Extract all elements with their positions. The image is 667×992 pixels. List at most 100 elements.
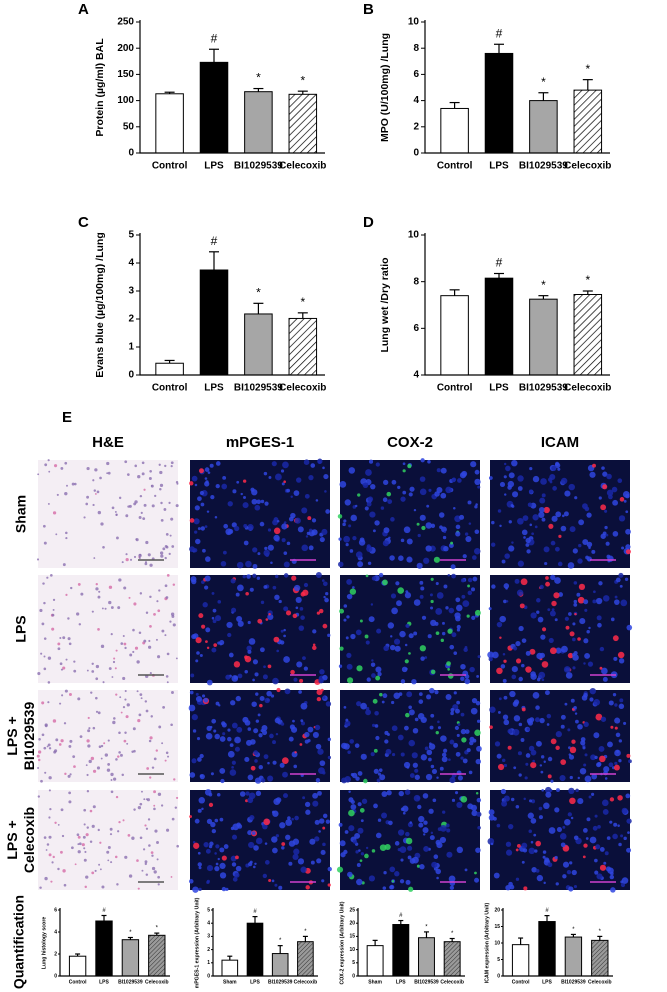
cell	[283, 634, 286, 638]
cell	[270, 694, 275, 698]
panel-letter: D	[363, 214, 374, 231]
cell	[65, 536, 68, 540]
cell	[305, 809, 311, 815]
cell	[512, 728, 520, 736]
cell	[124, 698, 127, 701]
y-tick-label: 2	[128, 314, 134, 325]
cell	[429, 725, 434, 730]
cell	[205, 848, 211, 854]
cell	[256, 576, 261, 580]
cell	[217, 600, 222, 604]
cell	[293, 848, 300, 855]
y-tick-label: 5	[497, 957, 500, 963]
cell	[354, 832, 361, 839]
cell	[448, 607, 455, 614]
cell	[427, 634, 432, 639]
y-tick-label: 6	[413, 323, 419, 334]
cell	[550, 574, 556, 581]
cell	[419, 476, 426, 482]
cell	[454, 791, 459, 795]
cell	[156, 841, 159, 844]
cell	[215, 844, 220, 849]
cell	[220, 560, 227, 567]
cell	[168, 501, 171, 504]
cell	[229, 743, 234, 748]
cell	[101, 885, 105, 889]
cell	[618, 658, 625, 664]
cell	[508, 823, 514, 830]
cell	[111, 506, 115, 510]
error-bar	[253, 302, 264, 314]
significance-mark: #	[211, 31, 218, 45]
cell	[60, 739, 64, 743]
cell	[259, 695, 265, 701]
cell	[348, 809, 355, 817]
cell	[163, 508, 167, 511]
error-bar	[582, 79, 593, 91]
cell	[413, 599, 421, 606]
cell	[144, 860, 148, 864]
cell	[264, 860, 270, 865]
cell	[526, 727, 531, 731]
cell	[620, 599, 628, 607]
cell	[273, 534, 280, 542]
cell	[149, 736, 153, 740]
cell	[118, 731, 121, 735]
cell	[519, 603, 525, 609]
cell	[523, 797, 526, 801]
cell	[60, 668, 64, 671]
cell	[327, 866, 332, 872]
cell	[520, 738, 525, 742]
micrograph	[37, 574, 178, 684]
cell	[538, 815, 543, 820]
y-tick-label: 0	[54, 973, 57, 979]
cell	[435, 608, 443, 615]
cell	[396, 600, 402, 607]
cell	[602, 531, 607, 536]
cell	[170, 464, 173, 468]
cell	[525, 666, 532, 673]
cell	[515, 848, 519, 852]
cell	[230, 578, 236, 584]
cell	[319, 608, 324, 614]
cell	[145, 827, 149, 830]
cell	[437, 827, 442, 832]
cell	[288, 736, 294, 742]
cell	[283, 628, 286, 632]
cell	[455, 708, 460, 714]
cell	[148, 639, 151, 642]
cell	[602, 595, 610, 602]
cell	[540, 478, 547, 485]
cell	[359, 808, 365, 813]
cell	[68, 791, 71, 795]
cell	[366, 544, 371, 549]
cell	[84, 850, 87, 853]
cell	[293, 764, 298, 769]
cell	[137, 806, 142, 810]
cell	[189, 879, 194, 884]
cell	[83, 858, 87, 862]
cell	[589, 836, 597, 844]
bar	[529, 100, 558, 154]
cell	[389, 644, 396, 651]
cell	[222, 475, 227, 480]
axes	[139, 233, 325, 376]
cell	[264, 501, 269, 506]
cell	[404, 592, 412, 599]
cell	[457, 478, 462, 483]
cell	[599, 646, 605, 652]
cell	[445, 694, 452, 701]
cell	[438, 512, 445, 518]
cell	[109, 827, 113, 831]
cell	[77, 850, 81, 854]
cell	[538, 511, 545, 519]
cell	[225, 887, 229, 892]
cell	[513, 646, 518, 651]
cell	[563, 666, 571, 673]
cell	[405, 712, 410, 718]
bar	[221, 959, 239, 977]
cell	[68, 693, 72, 696]
cell	[82, 835, 86, 839]
cell	[365, 709, 371, 716]
bar	[538, 921, 556, 977]
